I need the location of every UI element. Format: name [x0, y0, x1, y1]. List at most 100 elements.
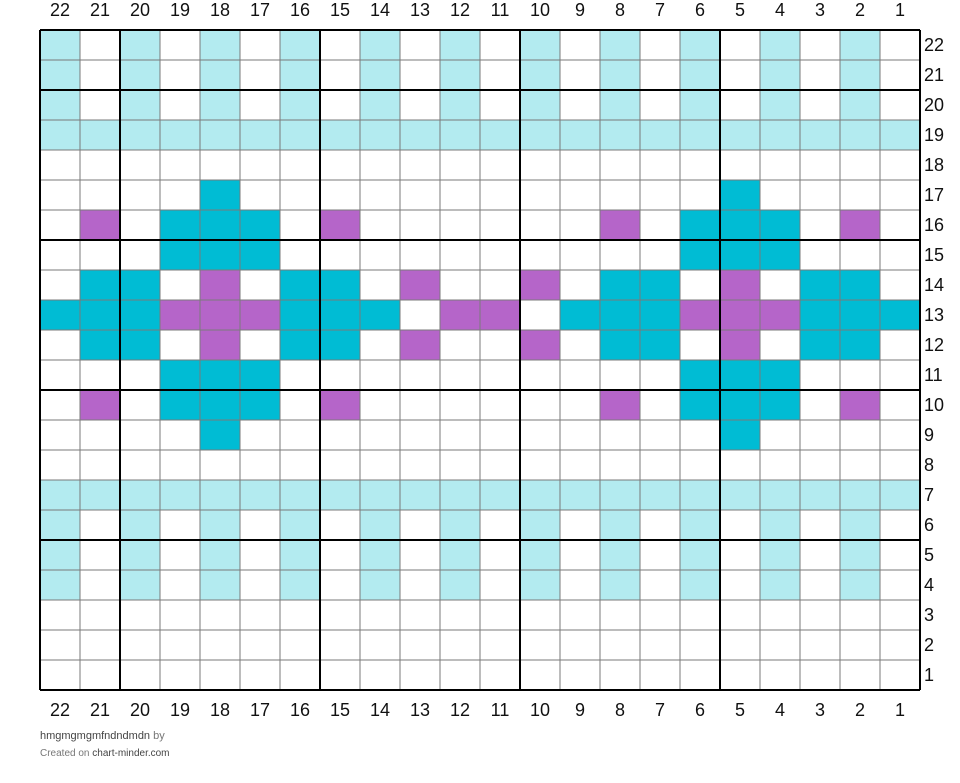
chart-cell [840, 510, 880, 540]
chart-cell [680, 570, 720, 600]
chart-cell [120, 360, 160, 390]
chart-cell [200, 210, 240, 240]
created-on-label: Created on [40, 748, 90, 759]
column-label-bottom: 18 [210, 700, 230, 720]
chart-cell [360, 600, 400, 630]
top-column-labels: 22 21 20 19 18 17 16 15 14 13 12 11 10 9 8 7 6 5 4 3 2 1 [50, 0, 905, 20]
chart-cell [80, 390, 120, 420]
chart-cell [400, 240, 440, 270]
column-label-top: 5 [735, 0, 745, 20]
chart-cell [480, 600, 520, 630]
chart-cell [720, 660, 760, 690]
chart-cell [760, 120, 800, 150]
chart-cell [280, 660, 320, 690]
chart-cell [40, 60, 80, 90]
row-label: 3 [924, 605, 934, 625]
chart-cell [160, 660, 200, 690]
chart-cell [840, 150, 880, 180]
chart-cell [400, 480, 440, 510]
chart-cell [760, 240, 800, 270]
chart-cell [720, 420, 760, 450]
chart-cell [760, 150, 800, 180]
chart-cell [840, 600, 880, 630]
chart-cell [840, 30, 880, 60]
chart-cell [120, 240, 160, 270]
chart-cell [280, 90, 320, 120]
chart-cell [880, 30, 920, 60]
chart-cell [280, 120, 320, 150]
chart-cell [360, 120, 400, 150]
chart-cell [680, 60, 720, 90]
chart-cell [80, 270, 120, 300]
chart-cell [280, 240, 320, 270]
chart-cell [520, 120, 560, 150]
chart-cell [200, 660, 240, 690]
chart-cell [360, 660, 400, 690]
chart-cell [600, 510, 640, 540]
chart-cell [360, 30, 400, 60]
chart-cell [320, 510, 360, 540]
chart-cell [640, 180, 680, 210]
chart-cell [240, 540, 280, 570]
chart-cell [40, 300, 80, 330]
chart-cell [360, 300, 400, 330]
chart-cell [200, 120, 240, 150]
chart-cell [840, 300, 880, 330]
chart-cell [480, 540, 520, 570]
site-link[interactable]: chart-minder.com [92, 748, 170, 759]
chart-cell [880, 390, 920, 420]
chart-cell [160, 90, 200, 120]
chart-cell [720, 240, 760, 270]
chart-cell [560, 630, 600, 660]
chart-cell [800, 120, 840, 150]
chart-cell [40, 270, 80, 300]
chart-cell [840, 660, 880, 690]
chart-cell [320, 330, 360, 360]
chart-cell [40, 30, 80, 60]
chart-cell [40, 630, 80, 660]
chart-cell [80, 630, 120, 660]
chart-cell [120, 90, 160, 120]
chart-cell [480, 510, 520, 540]
chart-cell [800, 60, 840, 90]
chart-cell [680, 300, 720, 330]
chart-cell [880, 120, 920, 150]
chart-cell [880, 480, 920, 510]
chart-cell [560, 300, 600, 330]
column-label-bottom: 2 [855, 700, 865, 720]
chart-cell [880, 270, 920, 300]
chart-cell [880, 300, 920, 330]
chart-cell [440, 480, 480, 510]
column-label-top: 10 [530, 0, 550, 20]
chart-cells [40, 30, 920, 690]
chart-cell [680, 120, 720, 150]
chart-cell [680, 630, 720, 660]
chart-cell [320, 630, 360, 660]
chart-cell [760, 660, 800, 690]
chart-cell [400, 120, 440, 150]
chart-cell [680, 540, 720, 570]
chart-cell [880, 450, 920, 480]
chart-cell [200, 30, 240, 60]
chart-cell [160, 480, 200, 510]
chart-cell [320, 390, 360, 420]
chart-cell [120, 480, 160, 510]
chart-cell [80, 600, 120, 630]
knitting-chart: 22 21 20 19 18 17 16 15 14 13 12 11 10 9 8 7 6 5 4 3 2 1 22 21… [39, 0, 944, 720]
row-label: 7 [924, 485, 934, 505]
chart-cell [120, 120, 160, 150]
chart-cell [160, 540, 200, 570]
chart-cell [560, 330, 600, 360]
chart-cell [400, 210, 440, 240]
chart-cell [840, 480, 880, 510]
column-label-bottom: 11 [491, 700, 510, 720]
chart-cell [240, 360, 280, 390]
chart-cell [440, 510, 480, 540]
chart-cell [560, 570, 600, 600]
chart-cell [520, 60, 560, 90]
chart-cell [480, 480, 520, 510]
chart-cell [120, 150, 160, 180]
chart-cell [520, 180, 560, 210]
chart-cell [680, 270, 720, 300]
chart-cell [160, 210, 200, 240]
